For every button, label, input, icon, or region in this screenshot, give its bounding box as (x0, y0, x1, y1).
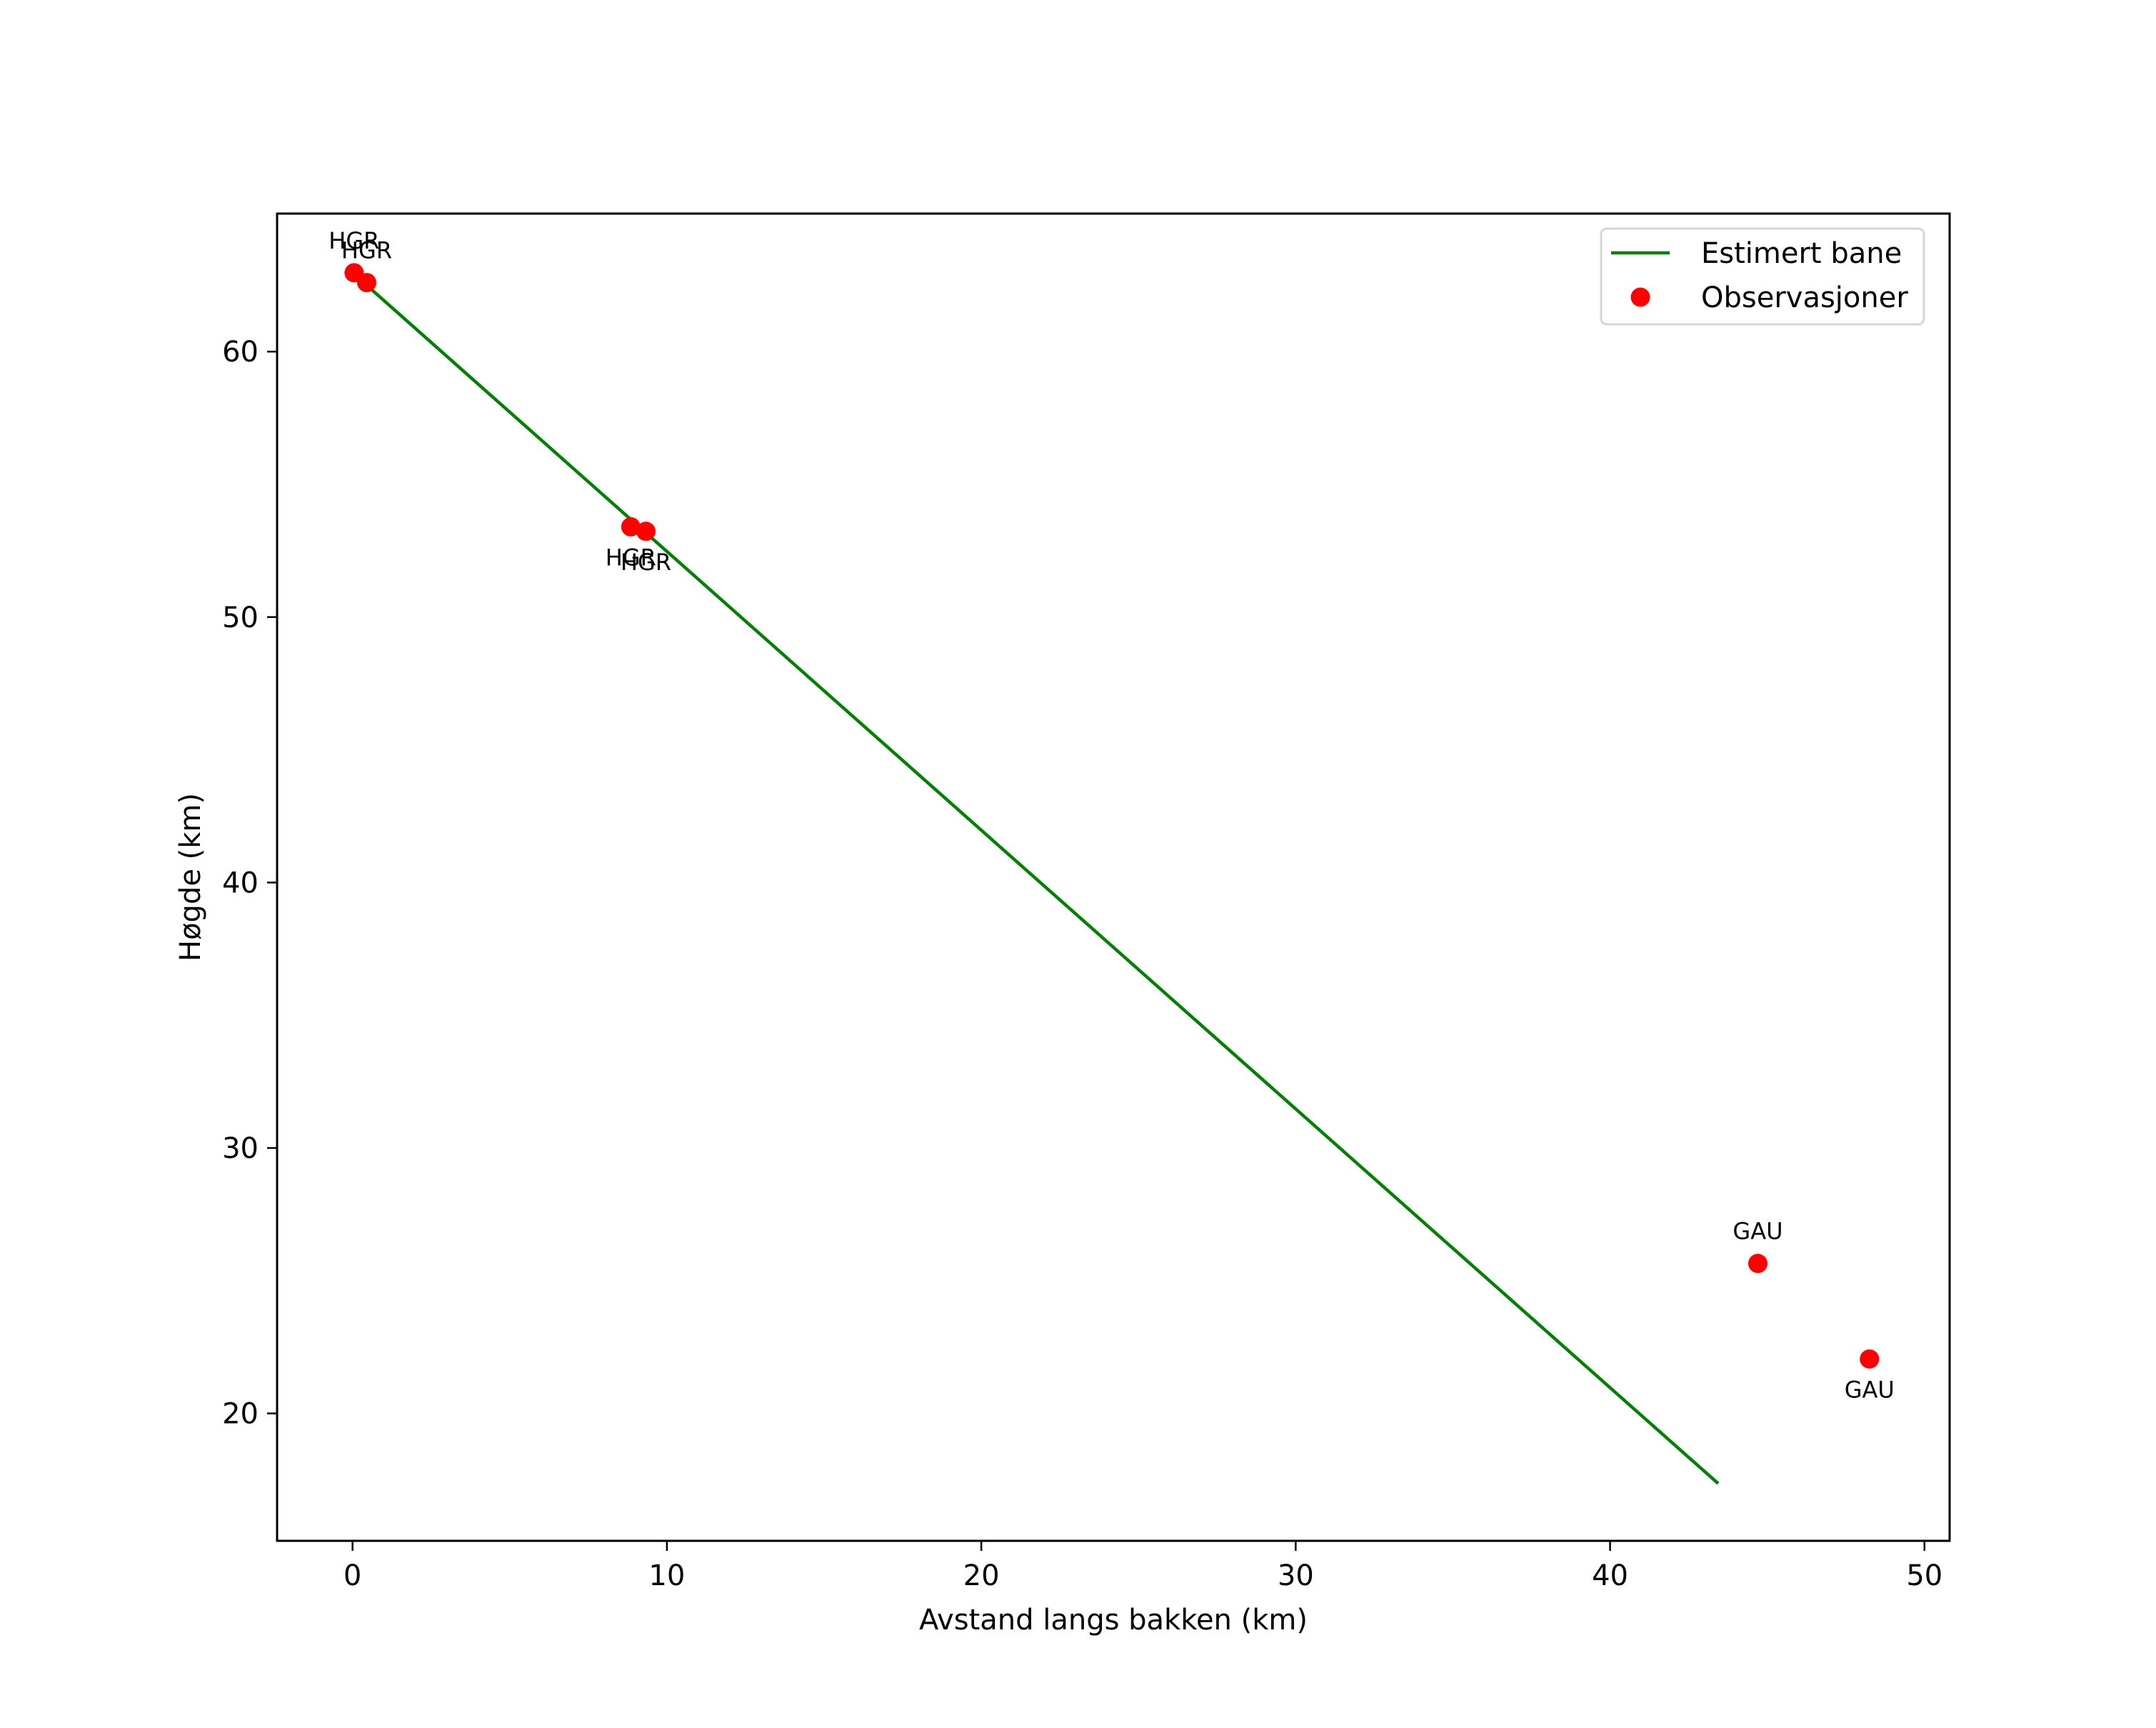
observation-point (636, 521, 656, 541)
x-tick-label: 0 (344, 1559, 361, 1592)
station-label: HGR (606, 544, 656, 571)
observation-point (356, 273, 376, 293)
y-tick-label: 40 (222, 867, 259, 899)
x-axis-label: Avstand langs bakken (km) (919, 1604, 1308, 1637)
x-tick-label: 10 (648, 1559, 685, 1592)
observation-point (621, 516, 641, 536)
x-tick-label: 30 (1278, 1559, 1314, 1592)
axes-frame (276, 212, 1951, 1542)
y-tick-label: 30 (222, 1132, 259, 1165)
station-label: HGR (329, 227, 379, 254)
legend-label: Estimert bane (1701, 237, 1902, 270)
legend-box (1600, 227, 1925, 326)
station-label: HGR (621, 549, 671, 576)
x-tick-label: 50 (1906, 1559, 1942, 1592)
x-tick-label: 20 (963, 1559, 1000, 1592)
y-tick-label: 60 (222, 336, 259, 369)
y-tick-label: 20 (222, 1398, 259, 1431)
x-tick-label: 40 (1592, 1559, 1628, 1592)
station-label: HGR (341, 237, 392, 264)
axes: 0 10 20 30 40 50 20 30 40 50 60 Avstand langs bakke… (174, 212, 1951, 1637)
observation-point (1860, 1349, 1880, 1369)
legend-marker-swatch (1630, 287, 1650, 307)
legend-label: Observasjoner (1701, 281, 1908, 314)
legend: Estimert bane Observasjoner (1600, 227, 1925, 326)
y-axis-label: Høgde (km) (174, 793, 207, 962)
station-label: GAU (1733, 1218, 1783, 1245)
trajectory-line (364, 283, 1720, 1485)
observation-point (1748, 1254, 1768, 1274)
station-label: GAU (1845, 1376, 1895, 1403)
y-tick-label: 50 (222, 601, 259, 634)
